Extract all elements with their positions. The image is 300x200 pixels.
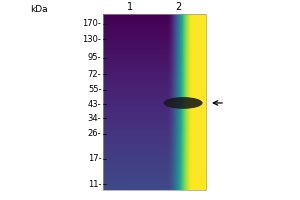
Text: 2: 2 xyxy=(176,2,182,12)
Text: 17-: 17- xyxy=(88,154,101,163)
Text: 43-: 43- xyxy=(88,100,101,109)
Bar xyxy=(103,14,206,190)
Ellipse shape xyxy=(164,97,202,109)
Text: 72-: 72- xyxy=(88,70,101,79)
Text: 95-: 95- xyxy=(88,53,101,62)
Text: 55-: 55- xyxy=(88,85,101,94)
Text: 1: 1 xyxy=(128,2,134,12)
Text: 11-: 11- xyxy=(88,180,101,189)
Text: 130-: 130- xyxy=(82,35,101,44)
Text: 26-: 26- xyxy=(88,129,101,138)
Text: 34-: 34- xyxy=(88,114,101,123)
Text: kDa: kDa xyxy=(30,4,48,14)
Text: 170-: 170- xyxy=(82,19,101,28)
